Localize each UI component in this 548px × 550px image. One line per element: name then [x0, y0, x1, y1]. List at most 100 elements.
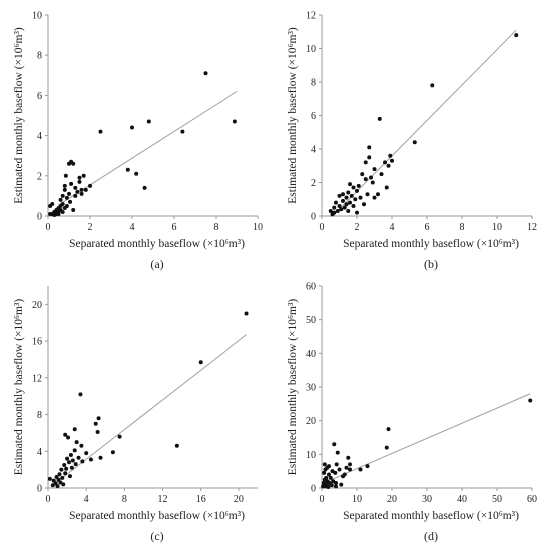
data-point [348, 200, 352, 205]
data-point [61, 482, 66, 487]
data-point [329, 483, 334, 488]
data-point [360, 172, 365, 177]
data-point [50, 201, 55, 206]
data-point [142, 185, 147, 190]
x-tick-label: 20 [387, 494, 397, 505]
data-point [55, 484, 60, 489]
data-point [76, 455, 81, 460]
data-point [344, 202, 349, 207]
data-point [79, 187, 84, 192]
data-point [58, 480, 63, 485]
y-tick-label: 4 [37, 447, 42, 458]
y-tick-label: 10 [32, 11, 42, 22]
y-tick-label: 16 [32, 337, 42, 348]
x-tick-label: 6 [425, 222, 430, 233]
data-point [98, 129, 103, 134]
data-point [93, 421, 98, 426]
data-point [384, 185, 389, 190]
data-point [62, 183, 67, 188]
data-point [390, 158, 394, 163]
data-point [358, 195, 363, 200]
data-point [50, 483, 55, 488]
x-tick-label: 0 [320, 494, 325, 505]
chart-panel-2: 0 2 4 6 8 10 12 0 2 4 6 8 10 12 Separated monthly base… [287, 11, 537, 272]
data-point [110, 450, 115, 455]
x-tick-label: 8 [214, 222, 219, 233]
data-point [386, 427, 391, 432]
data-point [67, 460, 71, 465]
data-point [370, 180, 375, 185]
data-point [77, 175, 82, 180]
data-point [327, 472, 331, 477]
data-point [335, 208, 340, 213]
data-point [73, 185, 78, 190]
data-point [365, 192, 370, 197]
y-tick-label: 8 [311, 78, 316, 89]
fit-line [58, 90, 238, 206]
data-point [351, 203, 356, 208]
data-point [67, 191, 71, 196]
y-tick-label: 8 [37, 51, 42, 62]
panel-caption: (b) [424, 257, 438, 271]
x-tick-label: 4 [390, 222, 395, 233]
fit-line [323, 393, 531, 484]
x-tick-label: 2 [88, 222, 93, 233]
data-point [67, 474, 72, 479]
data-point [244, 311, 249, 316]
y-tick-label: 6 [37, 91, 42, 102]
y-tick-label: 30 [306, 383, 316, 394]
data-point [83, 187, 88, 192]
y-tick-label: 20 [306, 416, 316, 427]
data-point [369, 175, 373, 180]
data-point [355, 188, 359, 193]
x-tick-label: 2 [355, 222, 360, 233]
fit-line [333, 29, 517, 215]
data-point [333, 470, 338, 475]
data-point [337, 193, 342, 198]
data-point [334, 480, 338, 485]
y-tick-label: 2 [37, 171, 42, 182]
data-point [327, 464, 331, 469]
data-point [362, 202, 366, 207]
x-tick-label: 4 [130, 222, 135, 233]
data-point [81, 173, 86, 178]
data-point [69, 465, 74, 470]
data-point [334, 200, 338, 205]
data-point [379, 172, 384, 177]
data-point [328, 475, 333, 480]
data-point [72, 448, 77, 453]
data-point [180, 129, 185, 134]
x-tick-label: 10 [492, 222, 502, 233]
y-axis-label: Estimated monthly baseflow (×10⁶m³) [287, 27, 299, 204]
x-tick-label: 6 [172, 222, 177, 233]
data-point [57, 472, 62, 477]
y-tick-label: 60 [306, 282, 316, 293]
data-point [146, 119, 151, 124]
data-point [346, 208, 351, 213]
data-point [198, 360, 203, 365]
data-point [337, 203, 342, 208]
data-point [64, 203, 69, 208]
panel-caption: (a) [150, 257, 163, 271]
y-axis-label: Estimated monthly baseflow (×10⁶m³) [13, 299, 25, 476]
data-point [528, 398, 533, 403]
y-tick-label: 10 [306, 450, 316, 461]
data-point [355, 210, 359, 215]
data-point [332, 442, 337, 447]
data-point [353, 197, 358, 202]
data-point [77, 179, 82, 184]
data-point [130, 125, 134, 130]
data-point [84, 451, 89, 456]
y-tick-label: 10 [306, 44, 316, 55]
data-point [341, 198, 345, 203]
data-point [70, 458, 75, 463]
data-point [98, 455, 103, 460]
data-point [376, 192, 380, 197]
data-point [332, 205, 337, 210]
data-point [367, 145, 372, 150]
data-point [71, 207, 76, 212]
data-point [60, 201, 65, 206]
data-point [386, 163, 391, 168]
x-tick-label: 0 [320, 222, 325, 233]
x-axis-label: Separated monthly baseflow (×10⁶m³) [69, 510, 245, 522]
